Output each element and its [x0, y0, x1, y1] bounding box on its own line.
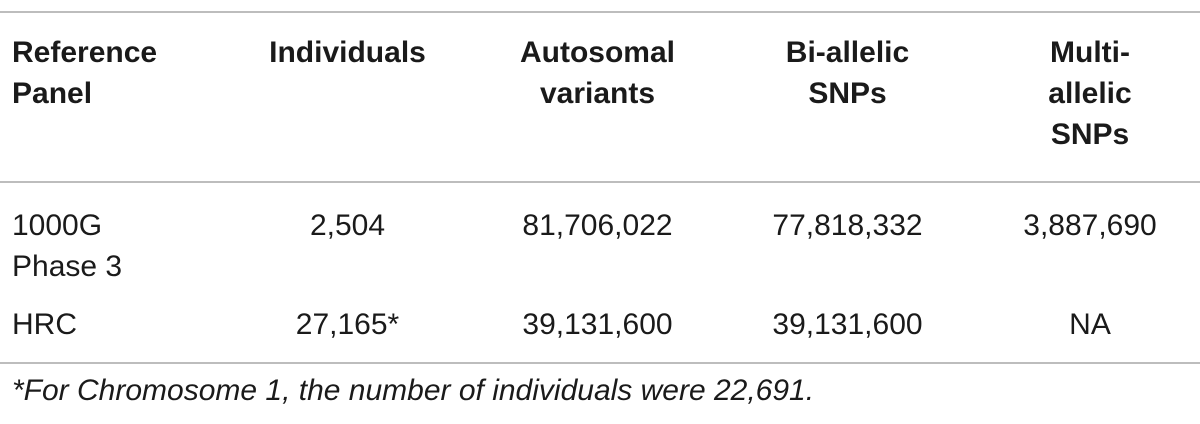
header-individuals: Individuals: [240, 32, 455, 73]
header-line: allelic: [1048, 77, 1132, 110]
table-row-1-panel: 1000G Phase 3: [12, 205, 232, 287]
table-row-2-panel: HRC: [12, 304, 232, 345]
header-line: SNPs: [1050, 118, 1130, 151]
top-rule: [0, 11, 1200, 13]
header-autosomal-variants: Autosomal variants: [490, 32, 705, 114]
header-reference-panel: Reference Panel: [12, 32, 232, 114]
header-line: Bi-allelic: [785, 36, 910, 69]
header-biallelic-snps: Bi-allelic SNPs: [740, 32, 955, 114]
header-line: Autosomal: [519, 36, 675, 69]
header-line: SNPs: [808, 77, 887, 110]
cell-line: HRC: [12, 308, 77, 341]
table-row-1-individuals: 2,504: [309, 209, 386, 242]
table-row-2-multiallelic-snps: NA: [1069, 308, 1111, 341]
header-line: Reference: [12, 36, 158, 69]
bottom-rule: [0, 362, 1200, 364]
header-line: Individuals: [269, 36, 426, 69]
header-multiallelic-snps: Multi- allelic SNPs: [985, 32, 1195, 155]
table-row-1-multiallelic-snps: 3,887,690: [1023, 209, 1157, 242]
header-line: variants: [539, 77, 656, 110]
cell-line: Phase 3: [12, 250, 123, 283]
table-row-2-biallelic-snps: 39,131,600: [772, 308, 923, 341]
table-row-2-individuals: 27,165*: [295, 308, 400, 341]
header-line: Multi-: [1050, 36, 1130, 69]
header-rule: [0, 181, 1200, 183]
table-row-2-autosomal-variants: 39,131,600: [522, 308, 673, 341]
header-line: Panel: [12, 77, 93, 110]
cell-line: 1000G: [12, 209, 103, 242]
table-row-1-autosomal-variants: 81,706,022: [522, 209, 673, 242]
table-row-1-biallelic-snps: 77,818,332: [772, 209, 923, 242]
table-footnote: *For Chromosome 1, the number of individ…: [12, 374, 815, 407]
